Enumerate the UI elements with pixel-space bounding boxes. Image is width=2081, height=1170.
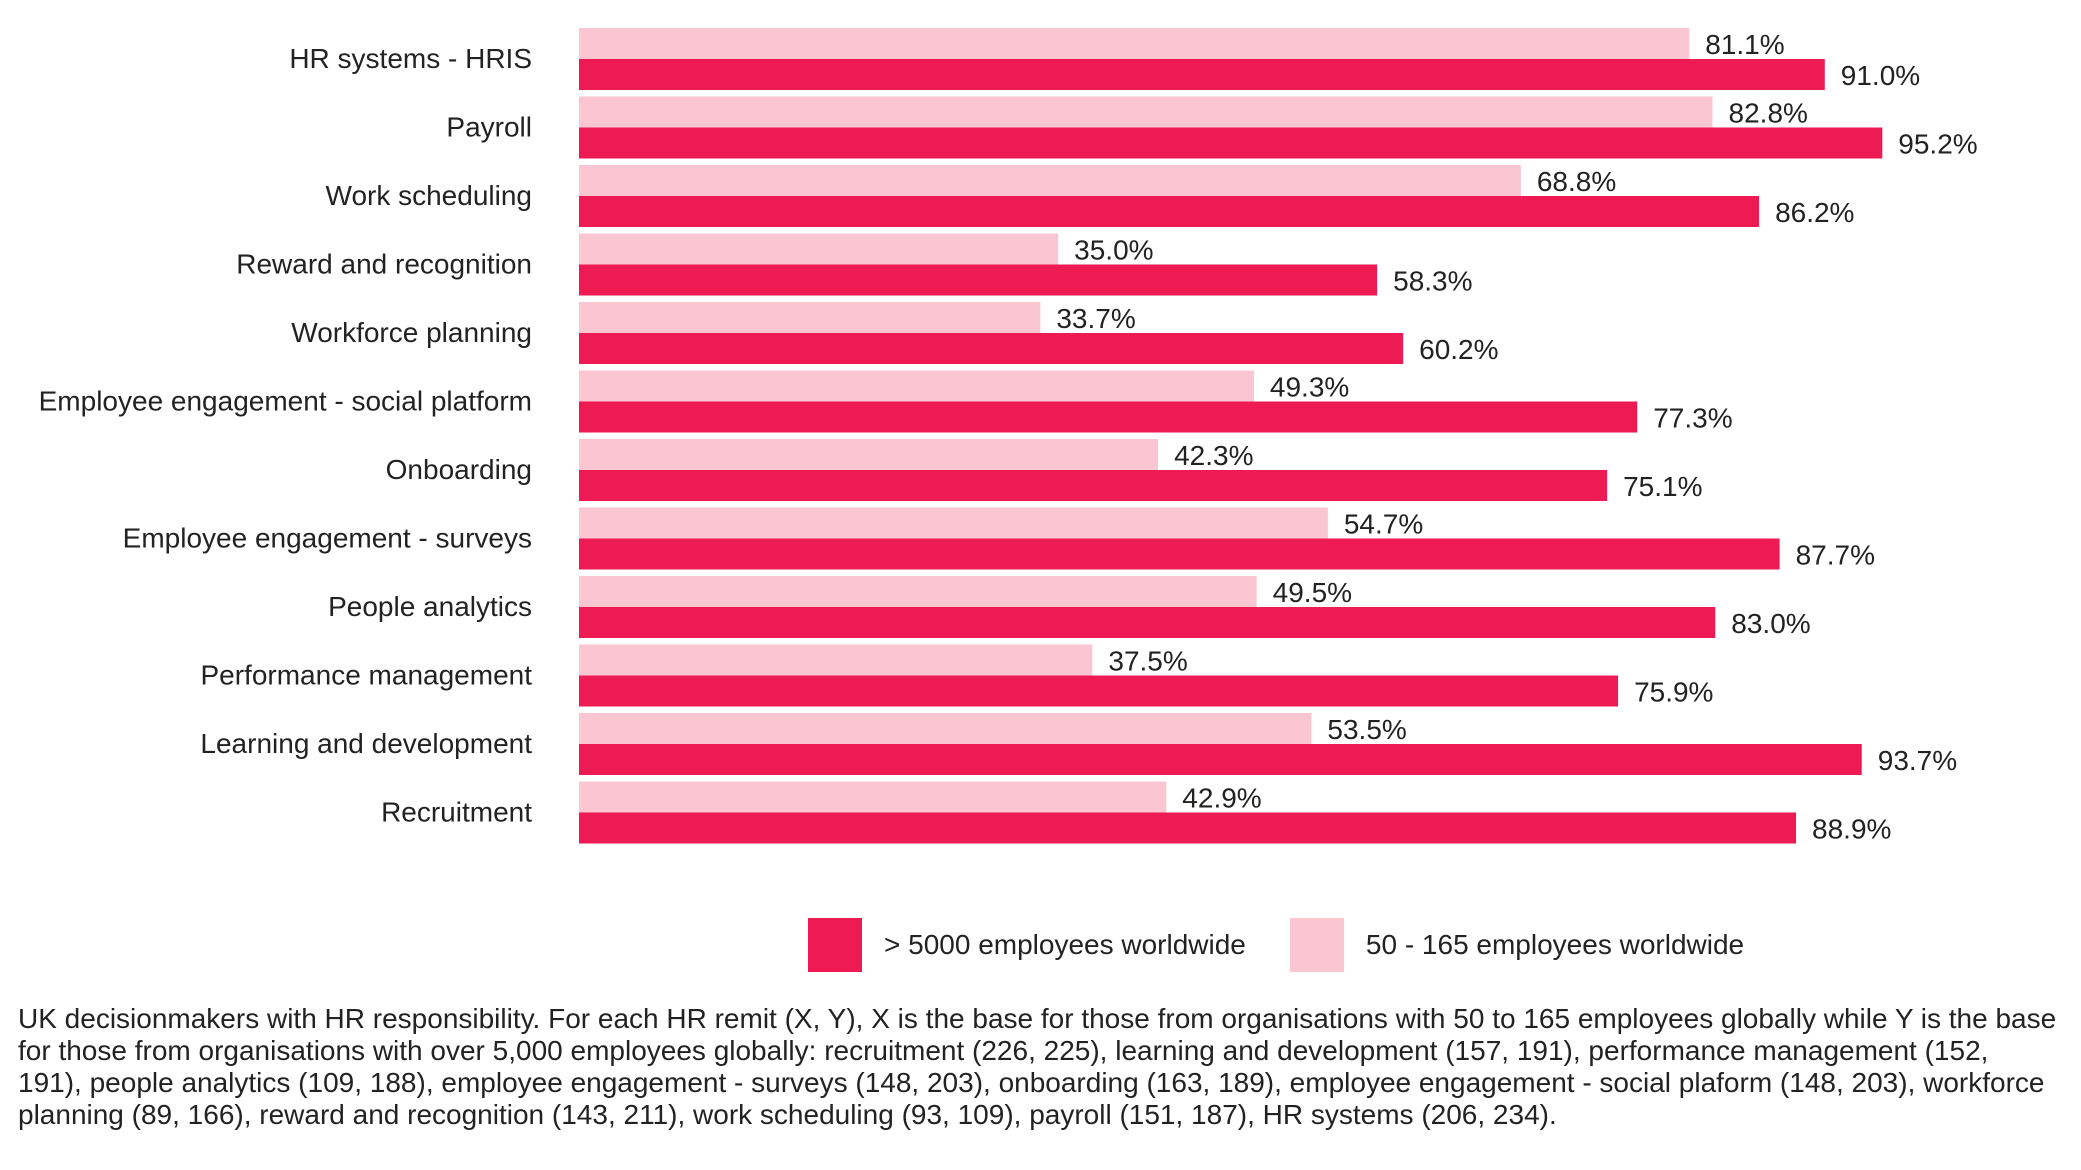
value-label-small-org: 49.5%: [1273, 577, 1352, 608]
bar-large-org: [579, 127, 1883, 159]
category-label: Payroll: [446, 112, 532, 143]
value-label-large-org: 75.9%: [1634, 677, 1713, 708]
value-label-large-org: 60.2%: [1419, 334, 1498, 365]
bar-small-org: [579, 507, 1328, 539]
bar-large-org: [579, 812, 1797, 844]
category-label: Workforce planning: [291, 317, 532, 348]
value-label-large-org: 86.2%: [1775, 197, 1854, 228]
value-label-large-org: 75.1%: [1623, 471, 1702, 502]
legend-item-large-org: > 5000 employees worldwide: [808, 918, 1246, 972]
value-label-small-org: 42.3%: [1174, 440, 1253, 471]
value-label-small-org: 33.7%: [1056, 303, 1135, 334]
category-label: Learning and development: [200, 728, 532, 759]
bar-large-org: [579, 675, 1619, 707]
category-label: Reward and recognition: [236, 249, 532, 280]
legend-item-small-org: 50 - 165 employees worldwide: [1289, 918, 1745, 972]
legend-swatch-large-org: [808, 918, 862, 972]
bar-large-org: [579, 264, 1378, 296]
bar-chart: HR systems - HRIS 81.1% 91.0% Payroll 82.8% 9…: [39, 28, 1978, 845]
value-label-small-org: 54.7%: [1344, 509, 1423, 540]
bar-large-org: [579, 538, 1780, 570]
bar-small-org: [579, 439, 1159, 470]
value-label-small-org: 37.5%: [1108, 646, 1187, 677]
bar-small-org: [579, 233, 1059, 265]
value-label-small-org: 81.1%: [1705, 29, 1784, 60]
footnote: UK decisionmakers with HR responsibility…: [18, 1003, 2057, 1130]
bar-small-org: [579, 713, 1312, 744]
value-label-small-org: 49.3%: [1270, 372, 1349, 403]
value-label-large-org: 77.3%: [1653, 403, 1732, 434]
category-label: Employee engagement - surveys: [123, 523, 532, 554]
bar-small-org: [579, 28, 1690, 59]
bar-large-org: [579, 744, 1862, 775]
value-label-small-org: 42.9%: [1182, 783, 1261, 814]
category-label: HR systems - HRIS: [289, 43, 532, 74]
bar-small-org: [579, 644, 1093, 676]
bar-large-org: [579, 196, 1760, 227]
value-label-large-org: 83.0%: [1731, 608, 1810, 639]
bar-small-org: [579, 165, 1521, 196]
value-label-large-org: 88.9%: [1812, 814, 1891, 845]
bar-large-org: [579, 59, 1825, 90]
category-label: People analytics: [328, 591, 532, 622]
legend-label-small-org: 50 - 165 employees worldwide: [1365, 929, 1745, 960]
value-label-large-org: 58.3%: [1393, 266, 1472, 297]
value-label-small-org: 82.8%: [1729, 98, 1808, 129]
bar-large-org: [579, 607, 1716, 638]
legend-label-large-org: > 5000 employees worldwide: [884, 929, 1246, 960]
value-label-large-org: 95.2%: [1898, 129, 1977, 160]
value-label-small-org: 68.8%: [1537, 166, 1616, 197]
bar-large-org: [579, 470, 1608, 501]
legend: > 5000 employees worldwide 50 - 165 empl…: [808, 918, 1788, 972]
value-label-large-org: 93.7%: [1878, 745, 1957, 776]
bar-large-org: [579, 333, 1404, 364]
category-label: Onboarding: [386, 454, 532, 485]
bar-small-org: [579, 576, 1257, 607]
category-label: Performance management: [200, 660, 532, 691]
bar-small-org: [579, 96, 1713, 128]
bar-small-org: [579, 302, 1041, 333]
category-label: Employee engagement - social platform: [39, 386, 532, 417]
category-label: Work scheduling: [326, 180, 532, 211]
value-label-small-org: 53.5%: [1327, 714, 1406, 745]
value-label-small-org: 35.0%: [1074, 235, 1153, 266]
value-label-large-org: 91.0%: [1841, 60, 1920, 91]
legend-swatch-small-org: [1289, 918, 1344, 972]
category-label: Recruitment: [381, 797, 532, 828]
bar-small-org: [579, 781, 1167, 813]
bar-small-org: [579, 370, 1254, 402]
value-label-large-org: 87.7%: [1796, 540, 1875, 571]
bar-large-org: [579, 401, 1638, 433]
